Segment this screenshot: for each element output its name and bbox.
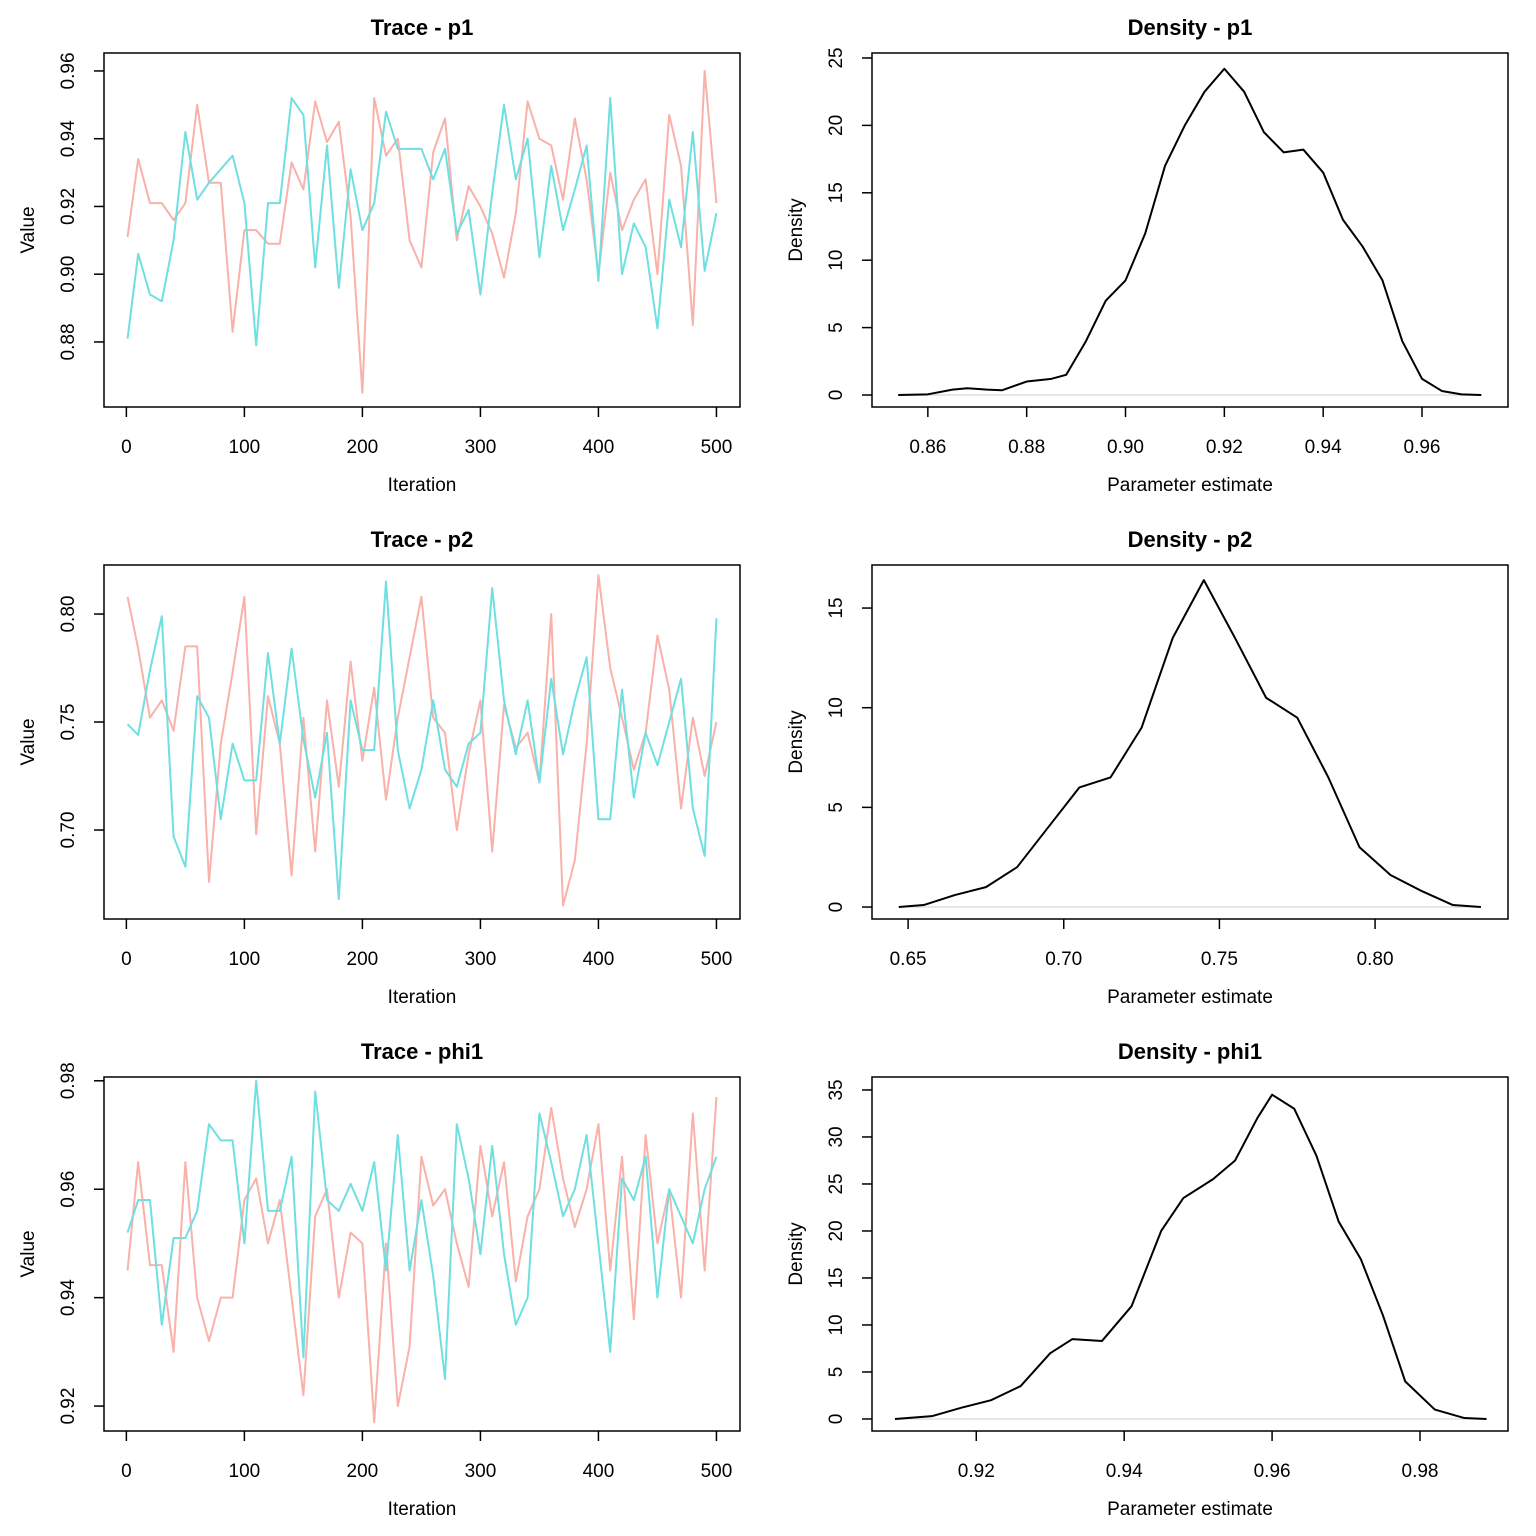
x-tick-label: 0.96 bbox=[1404, 437, 1441, 458]
y-tick-label: 15 bbox=[826, 597, 847, 618]
x-tick-label: 200 bbox=[347, 437, 379, 458]
series-line bbox=[126, 1096, 718, 1424]
plot-frame bbox=[871, 1076, 1509, 1432]
x-axis-label: Parameter estimate bbox=[1107, 987, 1273, 1008]
x-tick-label: 500 bbox=[701, 949, 733, 970]
y-axis-label: Density bbox=[786, 710, 807, 774]
x-tick-label: 100 bbox=[229, 1461, 261, 1482]
y-tick-label: 0.70 bbox=[58, 812, 79, 849]
x-tick-label: 0.80 bbox=[1357, 949, 1394, 970]
x-tick-label: 0.96 bbox=[1254, 1461, 1291, 1482]
plot-frame bbox=[103, 564, 741, 920]
y-tick-label: 5 bbox=[826, 322, 847, 333]
x-tick-label: 0 bbox=[121, 437, 132, 458]
x-axis-label: Iteration bbox=[388, 475, 457, 496]
y-axis-label: Value bbox=[18, 206, 39, 253]
y-tick-label: 10 bbox=[826, 1314, 847, 1335]
x-tick-label: 200 bbox=[347, 949, 379, 970]
x-tick-label: 0.86 bbox=[909, 437, 946, 458]
y-tick-label: 0.94 bbox=[58, 1279, 79, 1316]
x-axis-label: Parameter estimate bbox=[1107, 475, 1273, 496]
series-line bbox=[126, 1079, 718, 1380]
panel-title: Density - p1 bbox=[1128, 15, 1253, 40]
series-line bbox=[894, 1093, 1487, 1420]
y-tick-label: 30 bbox=[826, 1126, 847, 1147]
y-tick-label: 20 bbox=[826, 1220, 847, 1241]
panel-title: Density - p2 bbox=[1128, 527, 1253, 552]
y-axis-label: Density bbox=[786, 198, 807, 262]
y-tick-label: 5 bbox=[826, 1367, 847, 1378]
x-axis-label: Iteration bbox=[388, 987, 457, 1008]
x-tick-label: 0.75 bbox=[1201, 949, 1238, 970]
x-tick-label: 100 bbox=[229, 949, 261, 970]
y-tick-label: 0 bbox=[826, 902, 847, 913]
x-tick-label: 0.94 bbox=[1305, 437, 1342, 458]
y-tick-label: 0.92 bbox=[58, 188, 79, 225]
x-tick-label: 400 bbox=[583, 1461, 615, 1482]
y-tick-label: 5 bbox=[826, 802, 847, 813]
x-tick-label: 0.92 bbox=[958, 1461, 995, 1482]
y-tick-label: 0.88 bbox=[58, 323, 79, 360]
x-tick-label: 0.98 bbox=[1402, 1461, 1439, 1482]
x-tick-label: 500 bbox=[701, 1461, 733, 1482]
x-tick-label: 500 bbox=[701, 437, 733, 458]
panel-title: Trace - p2 bbox=[371, 527, 474, 552]
y-tick-label: 0 bbox=[826, 1414, 847, 1425]
panel-title: Trace - p1 bbox=[371, 15, 474, 40]
plot-frame bbox=[871, 564, 1509, 920]
y-axis-label: Value bbox=[18, 1230, 39, 1277]
x-tick-label: 300 bbox=[465, 949, 497, 970]
y-tick-label: 15 bbox=[826, 182, 847, 203]
y-tick-label: 10 bbox=[826, 697, 847, 718]
y-tick-label: 25 bbox=[826, 1173, 847, 1194]
y-tick-label: 0.96 bbox=[58, 52, 79, 89]
y-tick-label: 15 bbox=[826, 1267, 847, 1288]
x-tick-label: 300 bbox=[465, 437, 497, 458]
x-tick-label: 0.90 bbox=[1107, 437, 1144, 458]
y-tick-label: 0.92 bbox=[58, 1388, 79, 1425]
x-axis-label: Iteration bbox=[388, 1499, 457, 1520]
series-line bbox=[126, 69, 718, 394]
plot-frame bbox=[871, 52, 1509, 408]
x-tick-label: 400 bbox=[583, 949, 615, 970]
x-axis-label: Parameter estimate bbox=[1107, 1499, 1273, 1520]
series-line bbox=[126, 580, 718, 901]
y-tick-label: 0.75 bbox=[58, 704, 79, 741]
y-tick-label: 0.90 bbox=[58, 256, 79, 293]
y-tick-label: 0.96 bbox=[58, 1171, 79, 1208]
y-tick-label: 0.80 bbox=[58, 596, 79, 633]
y-axis-label: Density bbox=[786, 1222, 807, 1286]
x-tick-label: 0 bbox=[121, 949, 132, 970]
y-tick-label: 35 bbox=[826, 1079, 847, 1100]
y-tick-label: 0 bbox=[826, 390, 847, 401]
series-line bbox=[898, 579, 1481, 909]
x-tick-label: 0.92 bbox=[1206, 437, 1243, 458]
y-tick-label: 0.94 bbox=[58, 120, 79, 157]
y-tick-label: 0.98 bbox=[58, 1062, 79, 1099]
plot-frame bbox=[103, 52, 741, 408]
series-line bbox=[898, 67, 1482, 396]
x-tick-label: 200 bbox=[347, 1461, 379, 1482]
series-line bbox=[126, 574, 718, 907]
x-tick-label: 300 bbox=[465, 1461, 497, 1482]
x-tick-label: 0.65 bbox=[890, 949, 927, 970]
x-tick-label: 0.94 bbox=[1106, 1461, 1143, 1482]
x-tick-label: 0.88 bbox=[1008, 437, 1045, 458]
series-line bbox=[126, 97, 718, 347]
panel-title: Density - phi1 bbox=[1118, 1039, 1262, 1064]
x-tick-label: 400 bbox=[583, 437, 615, 458]
plot-frame bbox=[103, 1076, 741, 1432]
x-tick-label: 0 bbox=[121, 1461, 132, 1482]
y-tick-label: 25 bbox=[826, 47, 847, 68]
y-axis-label: Value bbox=[18, 718, 39, 765]
x-tick-label: 0.70 bbox=[1045, 949, 1082, 970]
x-tick-label: 100 bbox=[229, 437, 261, 458]
y-tick-label: 20 bbox=[826, 115, 847, 136]
panel-title: Trace - phi1 bbox=[361, 1039, 483, 1064]
y-tick-label: 10 bbox=[826, 250, 847, 271]
